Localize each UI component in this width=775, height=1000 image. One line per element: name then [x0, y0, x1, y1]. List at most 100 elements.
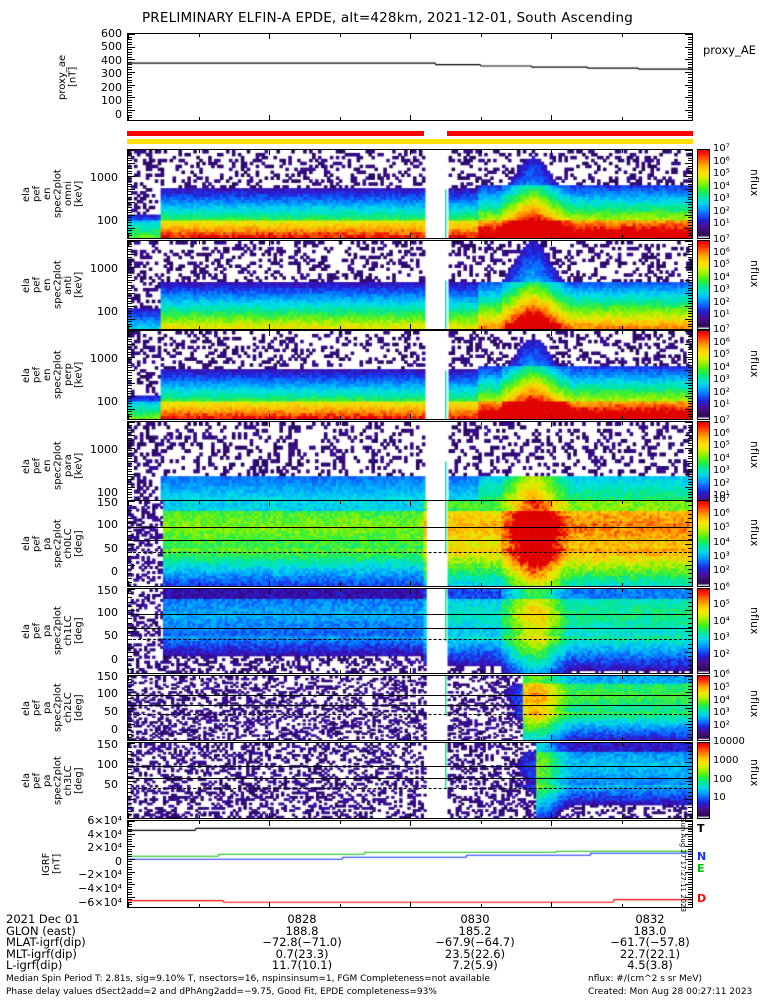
- colorbar-tick: 10²: [713, 564, 730, 576]
- axis-tick: [688, 807, 692, 808]
- axis-tick: [128, 711, 132, 712]
- colorbar-tick: 10¹: [713, 490, 730, 502]
- axis-tick: [481, 326, 482, 329]
- axis-tick: [128, 807, 132, 808]
- axis-tick: [688, 326, 692, 327]
- axis-tick: [128, 487, 135, 488]
- axis-tick: [128, 280, 135, 281]
- axis-tick: [688, 339, 692, 340]
- axis-tick: [688, 235, 692, 236]
- axis-tick: [128, 403, 132, 404]
- axis-tick: [128, 321, 132, 322]
- ytick: 100: [97, 606, 118, 619]
- axis-tick: [128, 92, 132, 93]
- axis-tick: [128, 686, 132, 687]
- axis-tick: [128, 814, 132, 815]
- axis-tick: [688, 403, 692, 404]
- axis-tick: [688, 644, 692, 645]
- axis-tick: [685, 762, 692, 763]
- axis-tick: [269, 581, 270, 586]
- axis-tick: [688, 288, 692, 289]
- axis-tick: [685, 692, 692, 693]
- axis-tick: [128, 734, 132, 735]
- axis-tick: [269, 735, 270, 740]
- axis-tick: [688, 836, 692, 837]
- axis-tick: [688, 669, 692, 670]
- axis-tick: [128, 186, 132, 187]
- axis-tick: [410, 902, 411, 907]
- colorbar-label: nflux: [748, 168, 760, 197]
- colorbar-tick: 10⁵: [713, 259, 730, 271]
- energy-spectrogram-panel: [127, 240, 693, 330]
- axis-tick: [128, 257, 132, 258]
- axis-tick: [688, 82, 692, 83]
- axis-tick: [128, 489, 132, 490]
- axis-tick: [688, 730, 692, 731]
- ytick: 50: [104, 778, 118, 791]
- axis-tick: [128, 505, 132, 506]
- colorbar-tick: 1000: [713, 754, 739, 766]
- axis-tick: [128, 388, 132, 389]
- axis-tick: [688, 62, 692, 63]
- axis-tick: [128, 370, 135, 371]
- axis-tick: [692, 414, 693, 419]
- colorbar-tick: 10⁵: [713, 681, 730, 693]
- axis-tick: [688, 867, 692, 868]
- axis-tick: [128, 724, 135, 725]
- axis-tick: [688, 313, 692, 314]
- axis-tick: [688, 102, 692, 103]
- axis-tick: [685, 435, 692, 436]
- axis-tick: [128, 443, 132, 444]
- axis-tick: [128, 665, 132, 666]
- axis-tick: [688, 100, 692, 101]
- colorbar-tick: 10⁵: [713, 440, 730, 452]
- axis-tick: [688, 689, 692, 690]
- axis-tick: [551, 414, 552, 419]
- axis-tick: [688, 92, 692, 93]
- axis-tick: [481, 743, 482, 746]
- footer-left-line1: Median Spin Period T: 2.81s, sig=9.10% T…: [6, 974, 490, 984]
- axis-tick: [199, 904, 200, 907]
- axis-tick: [128, 207, 132, 208]
- axis-tick: [128, 238, 132, 239]
- axis-tick: [688, 168, 692, 169]
- axis-tick: [481, 235, 482, 238]
- axis-tick: [688, 839, 692, 840]
- ytick: 600: [101, 27, 122, 40]
- axis-tick: [688, 427, 692, 428]
- axis-tick: [688, 178, 692, 179]
- axis-tick: [199, 235, 200, 238]
- red-status-segment: [446, 131, 693, 136]
- axis-tick: [688, 751, 692, 752]
- xaxis-value: 183.0: [633, 923, 667, 938]
- axis-tick: [128, 398, 132, 399]
- axis-tick: [685, 357, 692, 358]
- axis-tick: [128, 874, 132, 875]
- axis-tick: [481, 501, 482, 504]
- axis-tick: [199, 416, 200, 419]
- xaxis-value: −61.7(−57.8): [610, 935, 690, 949]
- axis-tick: [128, 354, 132, 355]
- colorbar-tick: 10⁶: [713, 155, 730, 167]
- axis-tick: [128, 110, 135, 111]
- axis-tick: [688, 882, 692, 883]
- axis-tick: [481, 150, 482, 153]
- axis-tick: [128, 422, 135, 423]
- axis-tick: [128, 241, 135, 242]
- axis-tick: [128, 288, 132, 289]
- axis-tick: [128, 907, 132, 908]
- axis-tick: [688, 222, 692, 223]
- axis-tick: [688, 803, 692, 804]
- axis-tick: [685, 150, 692, 151]
- axis-tick: [688, 425, 692, 426]
- axis-tick: [688, 112, 692, 113]
- xaxis-value: 0832: [635, 912, 665, 926]
- axis-tick: [688, 184, 692, 185]
- colorbar-tick: 10⁴: [713, 694, 730, 706]
- axis-tick: [685, 474, 692, 475]
- axis-tick: [688, 476, 692, 477]
- axis-tick: [269, 324, 270, 329]
- axis-tick: [128, 578, 132, 579]
- axis-tick: [199, 331, 200, 334]
- axis-tick: [128, 879, 132, 880]
